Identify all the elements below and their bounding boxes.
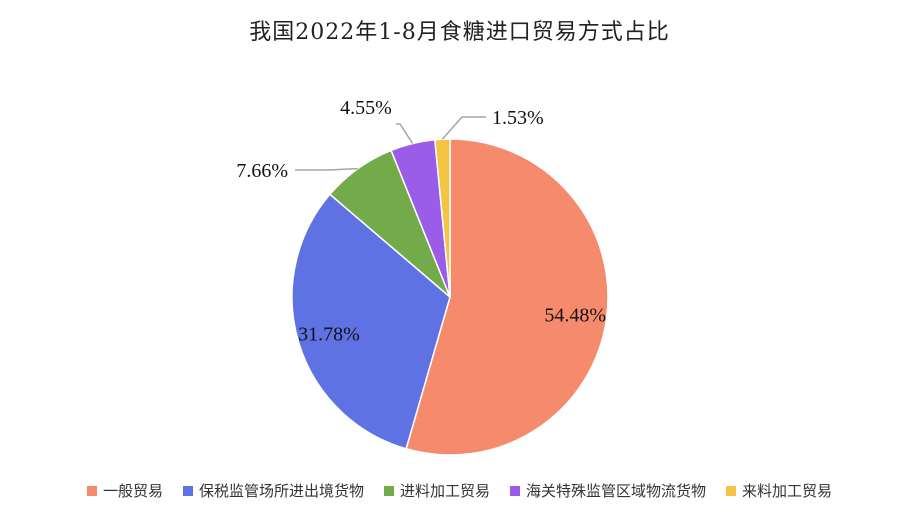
legend-swatch-2 bbox=[383, 485, 394, 496]
leader-line-3 bbox=[396, 123, 414, 144]
legend-swatch-3 bbox=[510, 485, 520, 496]
data-label-0: 54.48% bbox=[544, 305, 606, 327]
legend-label-2: 进料加工贸易 bbox=[399, 482, 490, 500]
leader-line-2 bbox=[295, 167, 358, 171]
legend-item-1: 保税监管场所进出境货物 bbox=[182, 480, 364, 501]
legend-swatch-4 bbox=[726, 485, 737, 496]
legend-swatch-0 bbox=[86, 485, 97, 496]
data-label-4: 1.53% bbox=[492, 107, 544, 129]
pie-slice-0 bbox=[405, 138, 609, 456]
legend-swatch-1 bbox=[182, 485, 193, 496]
legend-label-3: 海关特殊监管区域物流货物 bbox=[526, 482, 707, 500]
chart-title: 我国2022年1-8月食糖进口贸易方式占比 bbox=[249, 20, 670, 45]
legend-label-1: 保税监管场所进出境货物 bbox=[198, 482, 364, 500]
legend: 一般贸易 保税监管场所进出境货物 进料加工贸易 海关特殊监管区域物流货物 来料加… bbox=[0, 480, 919, 501]
legend-item-4: 来料加工贸易 bbox=[726, 480, 832, 501]
legend-label-0: 一般贸易 bbox=[102, 482, 163, 500]
data-label-2: 7.66% bbox=[236, 160, 288, 182]
data-label-1: 31.78% bbox=[298, 323, 360, 345]
pie-slice-1 bbox=[291, 193, 451, 450]
legend-item-3: 海关特殊监管区域物流货物 bbox=[510, 480, 706, 501]
pie-slice-4 bbox=[434, 138, 451, 298]
data-labels: 54.48% 31.78% 7.66% 4.55% 1.53% bbox=[236, 97, 606, 345]
leader-line-4 bbox=[441, 116, 486, 140]
legend-label-4: 来料加工贸易 bbox=[742, 482, 833, 500]
data-label-3: 4.55% bbox=[340, 97, 392, 119]
legend-item-0: 一般贸易 bbox=[86, 480, 163, 501]
pie-slices bbox=[291, 138, 609, 456]
legend-item-2: 进料加工贸易 bbox=[383, 480, 490, 501]
leader-lines bbox=[295, 116, 486, 171]
